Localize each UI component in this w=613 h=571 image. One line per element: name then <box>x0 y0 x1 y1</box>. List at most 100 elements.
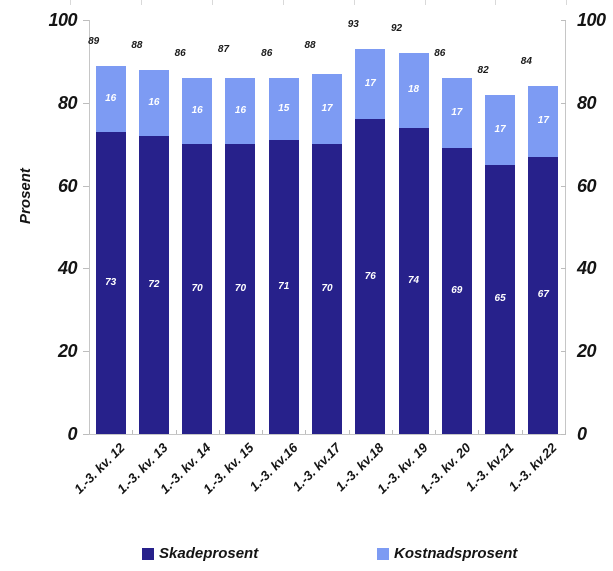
bar-segment-skadeprosent <box>485 164 516 434</box>
bar-value-kostnadsprosent: 17 <box>494 123 506 135</box>
bar-total-label: 82 <box>477 64 489 76</box>
bar-total-label: 86 <box>434 47 446 59</box>
bar-segment-skadeprosent <box>312 144 342 434</box>
bar-value-skadeprosent: 69 <box>451 285 463 297</box>
top-axis-tick <box>566 0 568 5</box>
y-axis-tick <box>561 20 566 21</box>
bar-value-kostnadsprosent: 17 <box>321 103 333 114</box>
y-axis-label-right: 40 <box>577 258 597 279</box>
x-axis-tick <box>132 430 134 434</box>
bar-value-kostnadsprosent: 17 <box>537 115 549 127</box>
top-axis-tick <box>282 0 284 5</box>
bar-segment-kostnadsprosent <box>268 77 299 141</box>
top-axis-tick <box>70 0 71 5</box>
bar-segment-kostnadsprosent <box>182 77 213 145</box>
kostnadsprosent-swatch-icon <box>377 548 389 560</box>
chart-legend: Skadeprosent Kostnadsprosent <box>0 544 613 564</box>
y-axis-line-left <box>89 20 90 434</box>
y-axis-tick <box>561 102 566 104</box>
bar-segment-kostnadsprosent <box>441 77 472 149</box>
x-axis-tick <box>305 430 307 434</box>
y-axis-tick <box>83 20 89 21</box>
bar-value-kostnadsprosent: 16 <box>191 105 203 117</box>
top-axis-tick <box>211 0 213 5</box>
bar-total-label: 84 <box>520 56 532 68</box>
y-axis-label-right: 20 <box>577 341 597 362</box>
y-axis-label-left: 20 <box>57 341 78 362</box>
bar-segment-kostnadsprosent <box>398 53 429 128</box>
bar-segment-kostnadsprosent <box>138 69 169 136</box>
y-axis-tick <box>83 351 89 353</box>
y-axis-tick <box>561 351 566 353</box>
legend-item-kostnadsprosent: Kostnadsprosent <box>377 544 517 564</box>
bar-total-label: 88 <box>304 39 316 51</box>
y-axis-label-right: 0 <box>577 424 587 444</box>
x-axis-tick <box>262 430 264 434</box>
y-axis-label-left: 80 <box>57 92 78 113</box>
y-axis-line-right <box>565 20 566 434</box>
x-axis-tick <box>478 430 480 434</box>
x-axis-tick <box>175 430 177 434</box>
bar-value-kostnadsprosent: 16 <box>105 92 117 104</box>
x-axis-tick <box>218 430 220 434</box>
bar-value-skadeprosent: 72 <box>148 278 160 290</box>
x-axis-tick <box>348 430 350 434</box>
bar-segment-skadeprosent <box>355 119 386 434</box>
bar-segment-kostnadsprosent <box>225 77 256 145</box>
y-axis-tick <box>83 268 89 270</box>
bar-segment-skadeprosent <box>398 127 429 434</box>
bar-value-kostnadsprosent: 16 <box>234 105 247 117</box>
x-axis-tick <box>521 430 523 434</box>
bar-value-kostnadsprosent: 17 <box>364 78 376 90</box>
y-axis-label-left: 40 <box>57 258 78 279</box>
bar-value-skadeprosent: 70 <box>234 283 247 295</box>
y-axis-tick <box>83 102 89 104</box>
y-axis-tick <box>561 434 566 435</box>
y-axis-label-left: 0 <box>67 424 77 444</box>
top-axis-tick <box>424 0 426 5</box>
x-axis-tick <box>89 430 90 434</box>
bar-segment-kostnadsprosent <box>95 65 126 132</box>
bar-total-label: 93 <box>347 18 359 30</box>
bar-value-skadeprosent: 74 <box>407 274 420 286</box>
bar-value-kostnadsprosent: 15 <box>278 103 290 114</box>
bar-value-skadeprosent: 70 <box>191 283 203 295</box>
y-axis-tick <box>83 185 89 187</box>
y-axis-label-left: 60 <box>57 175 78 196</box>
bar-segment-kostnadsprosent <box>355 48 386 120</box>
bar-value-kostnadsprosent: 17 <box>451 107 463 119</box>
bar-value-skadeprosent: 73 <box>105 276 117 288</box>
bar-value-skadeprosent: 76 <box>364 270 376 282</box>
skadeprosent-swatch-icon <box>142 548 154 560</box>
legend-item-skadeprosent: Skadeprosent <box>142 544 258 564</box>
bar-total-label: 87 <box>217 43 230 55</box>
x-axis-line <box>89 434 566 435</box>
bar-segment-skadeprosent <box>138 135 169 434</box>
bar-segment-skadeprosent <box>95 131 126 434</box>
bar-value-kostnadsprosent: 18 <box>407 84 420 96</box>
bar-total-label: 88 <box>131 39 143 51</box>
bar-segment-kostnadsprosent <box>312 73 342 145</box>
bar-total-label: 92 <box>390 23 403 35</box>
y-axis-tick <box>561 268 566 270</box>
bar-segment-kostnadsprosent <box>528 86 559 157</box>
top-axis-tick <box>353 0 355 5</box>
bar-total-label: 86 <box>261 47 273 59</box>
bar-value-kostnadsprosent: 16 <box>148 96 160 108</box>
bar-segment-skadeprosent <box>268 140 299 434</box>
x-axis-tick <box>565 430 566 434</box>
top-axis-tick <box>495 0 497 5</box>
y-axis-label-right: 60 <box>577 175 597 196</box>
bar-value-skadeprosent: 65 <box>494 293 506 305</box>
bar-value-skadeprosent: 70 <box>321 283 333 295</box>
bar-value-skadeprosent: 71 <box>278 281 290 293</box>
y-axis-label-right: 100 <box>577 10 606 30</box>
y-axis-tick <box>83 434 89 435</box>
y-axis-tick <box>561 185 566 187</box>
x-axis-tick <box>391 430 393 434</box>
bar-total-label: 89 <box>88 35 100 47</box>
legend-label: Skadeprosent <box>159 545 259 562</box>
top-axis-tick <box>140 0 142 5</box>
bar-segment-skadeprosent <box>182 144 213 434</box>
x-axis-tick <box>435 430 437 434</box>
